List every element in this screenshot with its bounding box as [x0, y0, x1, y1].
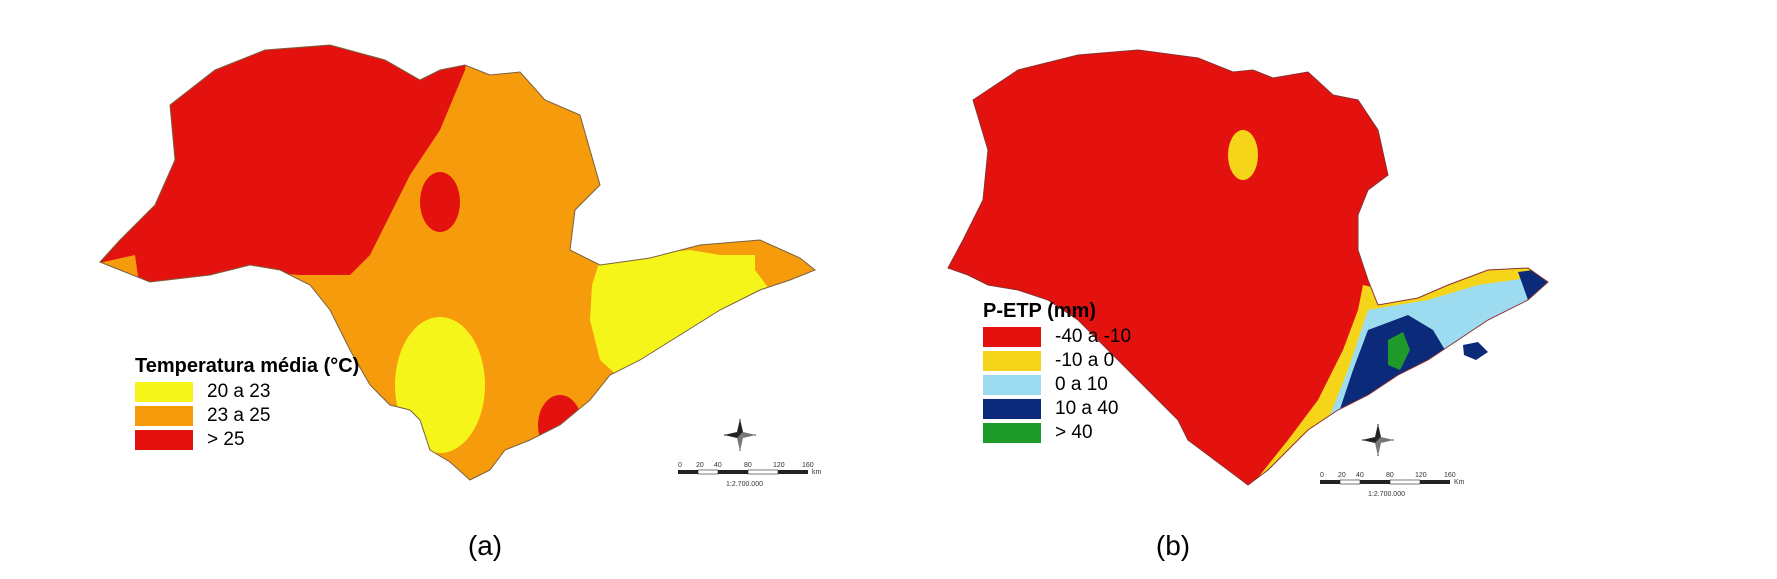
panel-water-balance-map: 0 20 40 80 120 160 Km 1:2.700.000 P-ETP … [888, 0, 1776, 579]
scale-tick-2: 40 [1356, 472, 1364, 479]
scale-tick-1: 20 [696, 462, 704, 469]
legend-label: > 25 [207, 429, 245, 450]
legend-swatch [983, 351, 1041, 371]
island [1463, 342, 1488, 360]
scale-unit: km [812, 469, 822, 476]
scale-tick-0: 0 [678, 462, 682, 469]
legend-swatch [135, 406, 193, 426]
legend-label: 20 a 23 [207, 381, 271, 402]
scale-bar: 0 20 40 80 120 160 Km 1:2.700.000 [1320, 472, 1465, 498]
zone-red-west [100, 45, 470, 300]
legend-item: > 40 [983, 421, 1131, 445]
legend-label: -10 a 0 [1055, 350, 1115, 371]
scale-tick-3: 80 [744, 462, 752, 469]
state-outline [99, 44, 816, 481]
zone-yellow-north [1228, 130, 1258, 180]
north-arrow [724, 419, 756, 451]
scale-tick-4: 120 [773, 462, 785, 469]
legend-label: 0 a 10 [1055, 374, 1108, 395]
zone-yellow-east [590, 250, 815, 378]
legend-item: 23 a 25 [135, 404, 359, 428]
legend-title: Temperatura média (°C) [135, 355, 360, 377]
state-outline [947, 49, 1549, 486]
legend-item: > 25 [135, 428, 359, 452]
zone-orange-east-tip [755, 238, 815, 290]
scale-tick-4: 120 [1415, 472, 1427, 479]
legend-item: 20 a 23 [135, 380, 359, 404]
legend-label: 10 a 40 [1055, 398, 1119, 419]
panel-caption-b: (b) [1155, 530, 1191, 561]
legend-item: -40 a -10 [983, 325, 1131, 349]
legend-item: -10 a 0 [983, 349, 1131, 373]
legend-label: -40 a -10 [1055, 326, 1132, 347]
water-balance-map: 0 20 40 80 120 160 Km 1:2.700.000 [947, 49, 1549, 498]
legend-item: 10 a 40 [983, 397, 1131, 421]
panel-temperature-map: 0 20 40 80 120 160 km 1:2.700.000 Temper… [0, 0, 888, 579]
scale-tick-0: 0 [1320, 472, 1324, 479]
legend-item: 0 a 10 [983, 373, 1131, 397]
scale-ratio: 1:2.700.000 [726, 481, 763, 488]
legend-swatch [983, 375, 1041, 395]
scale-bar: 0 20 40 80 120 160 km 1:2.700.000 [678, 462, 822, 488]
scale-tick-5: 160 [1444, 472, 1456, 479]
scale-tick-5: 160 [802, 462, 814, 469]
temperature-map: 0 20 40 80 120 160 km 1:2.700.000 [99, 44, 822, 488]
zone-orange-westtip [100, 255, 140, 300]
legend-label: 23 a 25 [207, 405, 271, 426]
legend-water-balance: P-ETP (mm) -40 a -10 -10 a 0 0 a 10 10 a… [983, 300, 1131, 445]
scale-tick-3: 80 [1386, 472, 1394, 479]
legend-label: > 40 [1055, 422, 1093, 443]
legend-temperature: Temperatura média (°C) 20 a 23 23 a 25 >… [135, 355, 359, 452]
legend-swatch [983, 399, 1041, 419]
scale-ratio: 1:2.700.000 [1368, 491, 1405, 498]
scale-unit: Km [1454, 479, 1465, 486]
north-arrow [1362, 424, 1394, 456]
scale-tick-1: 20 [1338, 472, 1346, 479]
legend-title: P-ETP (mm) [983, 300, 1096, 322]
scale-tick-2: 40 [714, 462, 722, 469]
panel-caption-a: (a) [467, 530, 503, 561]
zone-yellow-south [395, 317, 485, 453]
legend-swatch [983, 423, 1041, 443]
zone-green [1388, 332, 1410, 370]
legend-swatch [135, 382, 193, 402]
legend-swatch [135, 430, 193, 450]
zone-red-center [420, 172, 460, 232]
legend-swatch [983, 327, 1041, 347]
